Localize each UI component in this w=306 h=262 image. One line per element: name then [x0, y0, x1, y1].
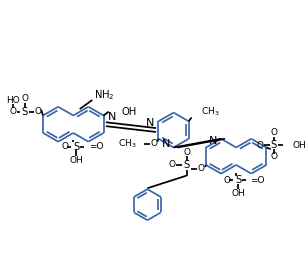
- Text: O: O: [169, 160, 176, 170]
- Text: O: O: [150, 139, 157, 148]
- Text: O: O: [223, 176, 230, 185]
- Text: HO: HO: [6, 96, 20, 105]
- Text: =O: =O: [89, 142, 103, 151]
- Text: O: O: [35, 107, 42, 116]
- Text: CH$_3$: CH$_3$: [201, 105, 220, 118]
- Text: S: S: [235, 176, 241, 185]
- Text: O: O: [270, 152, 277, 161]
- Text: NH$_2$: NH$_2$: [94, 88, 115, 102]
- Text: O: O: [9, 107, 17, 116]
- Text: CH$_3$: CH$_3$: [118, 137, 136, 150]
- Text: O: O: [256, 141, 263, 150]
- Text: N: N: [162, 139, 170, 149]
- Text: =O: =O: [250, 176, 264, 185]
- Text: OH: OH: [121, 107, 137, 117]
- Text: N: N: [209, 137, 218, 146]
- Text: N: N: [107, 112, 116, 122]
- Text: O: O: [270, 128, 277, 137]
- Text: OH: OH: [292, 141, 306, 150]
- Text: O: O: [61, 142, 68, 151]
- Text: O: O: [198, 164, 205, 173]
- Text: OH: OH: [231, 189, 245, 198]
- Text: N: N: [146, 118, 155, 128]
- Text: OH: OH: [69, 156, 83, 165]
- Text: S: S: [271, 140, 277, 150]
- Text: O: O: [183, 148, 190, 157]
- Text: O: O: [21, 95, 28, 103]
- Text: S: S: [73, 141, 79, 151]
- Text: S: S: [184, 160, 190, 170]
- Text: S: S: [21, 107, 28, 117]
